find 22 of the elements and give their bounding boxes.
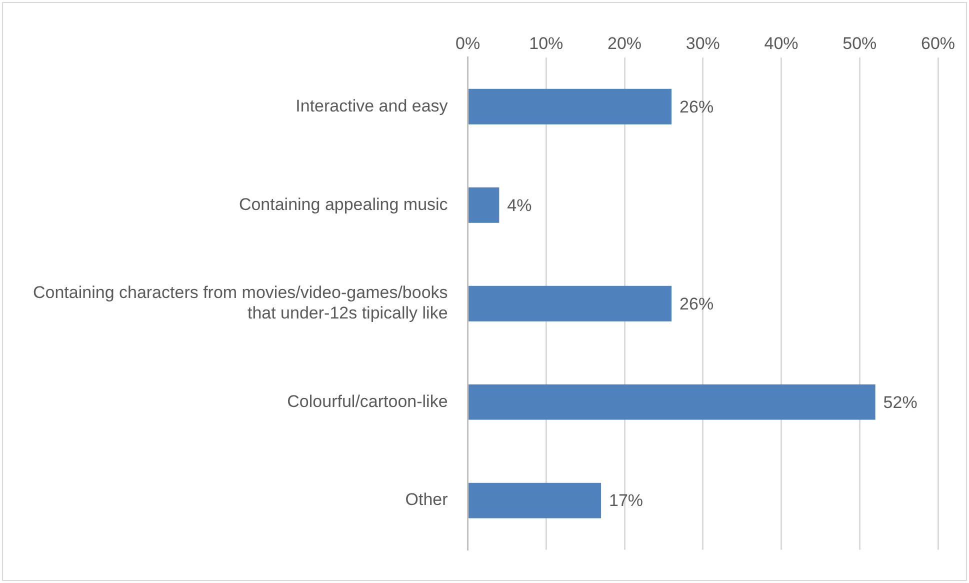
y-tick-label: Colourful/cartoon-like — [287, 392, 448, 411]
bar — [468, 286, 672, 322]
bar — [468, 384, 876, 420]
bar — [468, 187, 500, 223]
x-tick-label: 10% — [529, 34, 564, 53]
y-tick-label: Other — [405, 490, 448, 510]
x-tick-label: 40% — [764, 34, 798, 53]
x-tick-label: 0% — [456, 34, 480, 53]
x-tick-label: 30% — [686, 34, 720, 53]
data-label: 17% — [609, 491, 644, 510]
y-tick-label: Containing appealing music — [238, 194, 448, 214]
y-tick-label: Containing characters from movies/video-games/books that under-12s tipically like — [32, 283, 448, 322]
data-label: 26% — [680, 294, 714, 314]
x-tick-label: 50% — [842, 34, 877, 53]
data-label: 26% — [680, 97, 714, 116]
x-tick-label: 60% — [920, 34, 956, 53]
bar — [468, 88, 672, 124]
data-label: 52% — [883, 392, 918, 412]
bar — [468, 482, 602, 518]
data-label: 4% — [507, 196, 532, 215]
y-tick-label: Interactive and easy — [296, 96, 448, 116]
x-tick-label: 20% — [608, 34, 642, 53]
